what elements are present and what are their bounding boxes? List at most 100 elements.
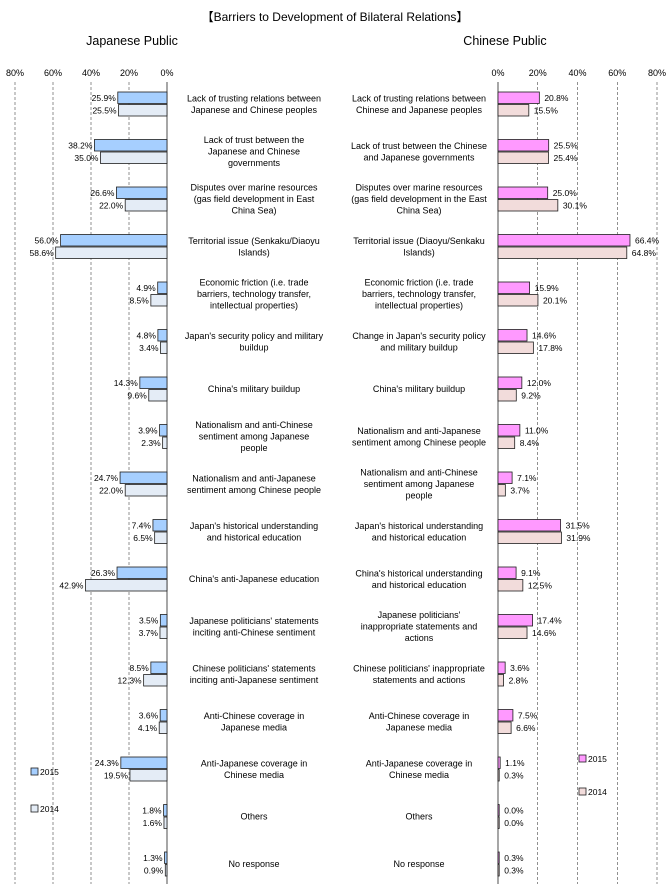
cn-bar-2014 — [497, 864, 500, 877]
jp-legend-swatch-2015 — [30, 767, 39, 776]
jp-category-label: Lack of trusting relations between Japane… — [187, 93, 321, 115]
jp-bar-2014 — [124, 484, 168, 497]
jp-category-label: No response — [228, 859, 279, 869]
jp-category-label: Japanese politicians' statements inciting… — [189, 616, 319, 638]
cn-category-label: Economic friction (i.e. trade barriers, t… — [362, 278, 476, 311]
cn-category-label: Chinese politicians' inappropriate statem… — [353, 663, 485, 685]
cn-bar-2014 — [497, 626, 528, 639]
cn-category-label: Anti-Chinese coverage in Japanese media — [369, 711, 470, 733]
cn-bar-2014 — [497, 816, 500, 829]
cn-value-label-2015: 9.1% — [521, 568, 541, 578]
cn-value-label-2014: 64.8% — [632, 248, 657, 258]
cn-value-label-2015: 1.1% — [505, 758, 525, 768]
cn-category-label: Anti-Japanese coverage in Chinese media — [366, 758, 473, 780]
jp-value-label-2014: 8.5% — [129, 296, 149, 306]
cn-value-label-2014: 8.4% — [520, 438, 540, 448]
cn-value-label-2015: 25.0% — [553, 188, 578, 198]
jp-value-label-2015: 1.3% — [143, 853, 163, 863]
cn-bar-2015 — [497, 804, 500, 817]
cn-bar-2014 — [497, 436, 516, 449]
cn-bar-2014 — [497, 246, 628, 259]
cn-bar-2014 — [497, 199, 559, 212]
cn-bar-2014 — [497, 531, 562, 544]
jp-bar-2014 — [150, 294, 168, 307]
cn-bar-2015 — [497, 91, 540, 104]
cn-bar-2015 — [497, 376, 523, 389]
jp-bar-2015 — [116, 566, 168, 579]
cn-bar-2014 — [497, 721, 512, 734]
cn-legend-label-2014: 2014 — [588, 787, 607, 797]
jp-value-label-2015: 3.6% — [139, 711, 159, 721]
cn-value-label-2014: 9.2% — [521, 391, 541, 401]
jp-value-label-2015: 14.3% — [114, 378, 139, 388]
china-panel-title: Chinese Public — [463, 34, 546, 48]
cn-bar-2015 — [497, 281, 531, 294]
cn-legend-label-2015: 2015 — [588, 754, 607, 764]
jp-value-label-2015: 8.5% — [129, 663, 149, 673]
cn-category-label: Lack of trusting relations between Chines… — [352, 93, 486, 115]
cn-category-label: No response — [393, 859, 444, 869]
cn-x-tick-label: 40% — [568, 68, 586, 78]
jp-category-label: Nationalism and anti-Japanese sentiment a… — [187, 473, 321, 495]
jp-bar-2015 — [164, 851, 168, 864]
jp-bar-2014 — [162, 436, 168, 449]
cn-value-label-2015: 14.6% — [532, 331, 557, 341]
cn-value-label-2014: 31.9% — [566, 533, 591, 543]
jp-value-label-2014: 19.5% — [104, 771, 129, 781]
cn-value-label-2015: 17.4% — [538, 616, 563, 626]
cn-legend-swatch-2015 — [578, 754, 587, 763]
cn-value-label-2014: 17.8% — [538, 343, 563, 353]
jp-bar-2015 — [94, 139, 168, 152]
cn-value-label-2014: 0.3% — [504, 771, 524, 781]
jp-x-tick-label: 60% — [44, 68, 62, 78]
cn-value-label-2015: 12.0% — [527, 378, 552, 388]
cn-category-label: Change in Japan's security policy and mil… — [352, 331, 486, 353]
jp-bar-2014 — [129, 769, 168, 782]
cn-category-label: Japan's historical understanding and hist… — [355, 521, 483, 543]
jp-category-label: China's military buildup — [208, 384, 300, 394]
jp-value-label-2014: 0.9% — [144, 866, 164, 876]
jp-value-label-2015: 24.3% — [95, 758, 120, 768]
cn-value-label-2014: 6.6% — [516, 723, 536, 733]
jp-legend-label-2015: 2015 — [40, 767, 59, 777]
jp-value-label-2014: 42.9% — [59, 581, 84, 591]
jp-bar-2015 — [157, 281, 168, 294]
jp-bar-2015 — [60, 234, 168, 247]
jp-category-label: Japan's security policy and military buil… — [185, 331, 324, 353]
jp-value-label-2015: 4.8% — [137, 331, 157, 341]
jp-value-label-2015: 7.4% — [132, 521, 152, 531]
jp-bar-2014 — [85, 579, 168, 592]
cn-value-label-2014: 15.5% — [534, 106, 559, 116]
cn-bar-2014 — [497, 294, 539, 307]
jp-value-label-2014: 25.5% — [92, 106, 117, 116]
jp-bar-2014 — [154, 531, 168, 544]
jp-bar-2014 — [164, 864, 168, 877]
cn-bar-2015 — [497, 329, 528, 342]
jp-value-label-2014: 22.0% — [99, 201, 124, 211]
cn-value-label-2015: 66.4% — [635, 236, 660, 246]
jp-bar-2014 — [159, 626, 168, 639]
jp-x-tick-label: 40% — [82, 68, 100, 78]
cn-category-label: Nationalism and anti-Japanese sentiment a… — [352, 426, 486, 448]
jp-bar-2015 — [150, 661, 168, 674]
jp-value-label-2015: 24.7% — [94, 473, 119, 483]
jp-bar-2015 — [117, 91, 168, 104]
jp-bar-2014 — [160, 341, 168, 354]
jp-value-label-2015: 26.3% — [91, 568, 116, 578]
jp-category-label: China's anti-Japanese education — [189, 574, 319, 584]
jp-value-label-2014: 12.3% — [118, 676, 143, 686]
cn-bar-2014 — [497, 151, 549, 164]
cn-value-label-2014: 0.3% — [504, 866, 524, 876]
cn-bar-2015 — [497, 234, 631, 247]
jp-value-label-2014: 1.6% — [143, 818, 163, 828]
cn-bar-2014 — [497, 341, 534, 354]
cn-value-label-2015: 15.9% — [535, 283, 560, 293]
cn-legend-swatch-2014 — [578, 787, 587, 796]
jp-value-label-2014: 4.1% — [138, 723, 158, 733]
jp-bar-2014 — [158, 721, 168, 734]
cn-value-label-2015: 11.0% — [525, 426, 549, 436]
jp-value-label-2015: 38.2% — [68, 141, 93, 151]
cn-x-tick-label: 20% — [529, 68, 547, 78]
cn-value-label-2015: 3.6% — [510, 663, 530, 673]
